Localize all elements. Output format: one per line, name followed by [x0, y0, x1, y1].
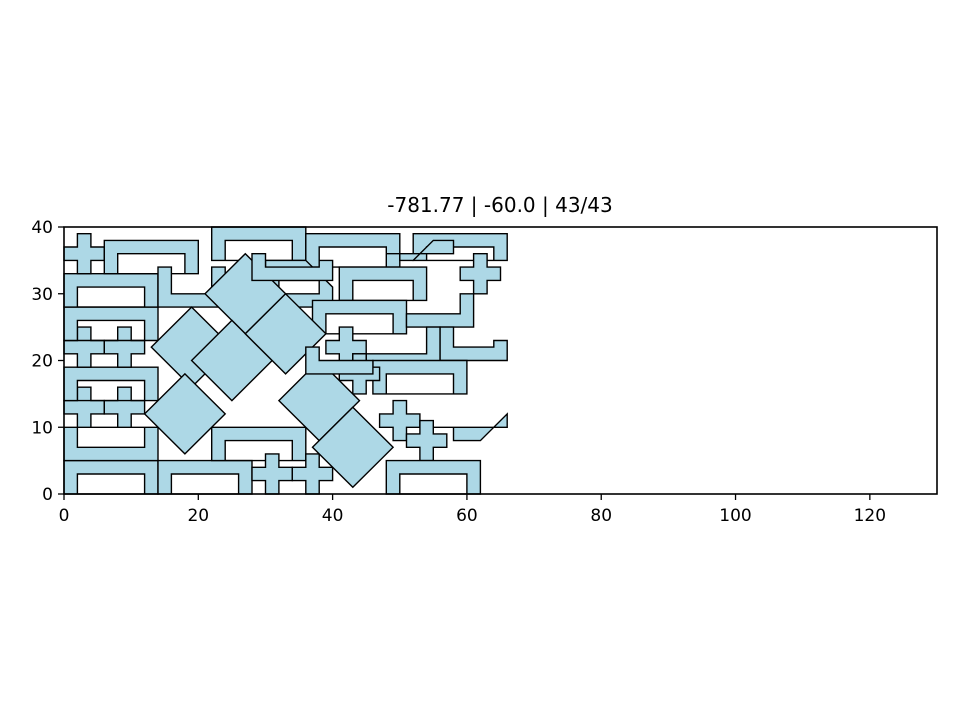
x-tick-label: 0 [59, 506, 70, 526]
piece-hook-g [305, 346, 374, 375]
piece-hook-f [251, 253, 334, 282]
x-axis: 0 20 40 60 80 100 120 [59, 494, 886, 526]
piece-hook-e [433, 412, 508, 442]
piece-plus-low-b [405, 419, 448, 462]
x-tick-label: 60 [456, 506, 478, 526]
x-tick-label: 40 [322, 506, 344, 526]
piece-plus-bottom-a [251, 453, 293, 495]
y-axis: 0 10 20 30 40 [31, 218, 64, 505]
piece-plus-right-top [459, 253, 502, 295]
y-tick-label: 30 [31, 285, 53, 305]
piece-plus-low-a [378, 399, 421, 442]
piece-plus-row12-b [103, 386, 146, 428]
piece-hook-b [386, 239, 455, 262]
y-tick-label: 10 [31, 418, 53, 438]
piece-hook-c [405, 293, 475, 328]
piece-bracket-mid-a [311, 299, 408, 335]
chart-title: -781.77 | -60.0 | 43/43 [387, 193, 613, 217]
piece-plus-row22-b [103, 326, 146, 368]
x-tick-label: 20 [187, 506, 209, 526]
x-tick-label: 120 [854, 506, 886, 526]
piece-diamond-5 [143, 372, 227, 455]
y-tick-label: 0 [42, 485, 53, 505]
y-tick-label: 20 [31, 352, 53, 372]
y-tick-label: 40 [31, 218, 53, 238]
piece-diamond-7 [311, 406, 395, 489]
x-tick-label: 100 [719, 506, 751, 526]
pieces-layer [63, 226, 508, 495]
x-tick-label: 80 [590, 506, 612, 526]
piece-diamond-4 [244, 292, 327, 375]
piece-hook-d [439, 326, 508, 362]
